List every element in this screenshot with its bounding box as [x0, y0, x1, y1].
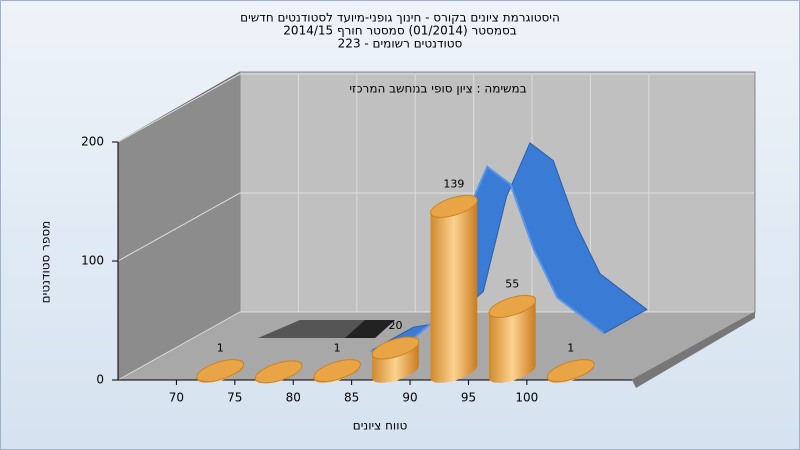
- bar-top: [196, 359, 245, 383]
- bar-top: [371, 336, 420, 360]
- bar: [430, 194, 478, 383]
- y-axis-label: מספר סטודנטים: [39, 221, 53, 304]
- bar: [313, 359, 361, 383]
- curve-line: [370, 165, 605, 353]
- bar: [546, 359, 595, 383]
- bar-top: [313, 359, 361, 383]
- bar: [371, 336, 420, 383]
- bar-top: [254, 360, 303, 384]
- value-label: 1: [334, 342, 341, 355]
- value-label: 20: [388, 319, 402, 332]
- x-tick-label: 75: [227, 391, 242, 405]
- grid-line: [117, 73, 754, 143]
- y-tick-label: 100: [81, 254, 104, 268]
- bar-top: [546, 359, 595, 383]
- bar-body: [430, 200, 478, 383]
- bar-top: [488, 294, 537, 318]
- value-label: 139: [443, 177, 464, 190]
- value-label: 1: [217, 342, 224, 355]
- grid-line: [117, 192, 754, 262]
- bar: [196, 359, 245, 383]
- x-axis-label: טווח ציונים: [353, 419, 408, 433]
- x-tick-label: 90: [402, 391, 417, 405]
- x-tick-label: 85: [344, 391, 359, 405]
- y-tick-label: 0: [96, 373, 104, 387]
- bar-top: [430, 194, 478, 218]
- x-tick-label: 95: [461, 391, 476, 405]
- value-label: 55: [505, 277, 519, 290]
- chart-subtitle: במשימה : ציון סופי במחשב המרכזי: [349, 82, 526, 96]
- x-tick-label: 80: [286, 391, 301, 405]
- x-tick-label: 70: [169, 391, 184, 405]
- chart-title: סטודנטים רשומים - 223: [338, 37, 463, 51]
- x-tick-label: 100: [515, 391, 538, 405]
- value-label: 1: [567, 342, 574, 355]
- y-tick-label: 200: [81, 135, 104, 149]
- chart-title: היסטוגרמת ציונים בקורס - חינוך גופני-מיו…: [240, 11, 560, 25]
- bar: [488, 294, 537, 383]
- chart-title: בסמסטר (01/2014) סמסטר חורף 2014/15: [283, 24, 516, 38]
- bar: [254, 360, 303, 384]
- bar-body: [488, 300, 536, 383]
